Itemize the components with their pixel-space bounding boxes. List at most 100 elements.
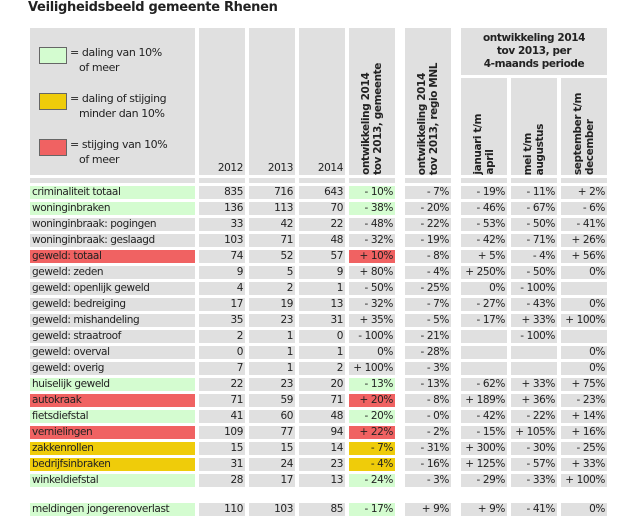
- row-label: geweld: bedreiging: [30, 298, 195, 311]
- header-text: augustus: [534, 123, 546, 175]
- table-row: huiselijk geweld 22 23 20 - 13% - 13% - 62% + 3…: [30, 378, 607, 391]
- header-jan-apr: januari t/m april: [461, 78, 507, 175]
- header-text: ontwikkeling 2014: [360, 72, 372, 175]
- row-label: geweld: openlijk geweld: [30, 282, 195, 295]
- change-jan-apr: + 250%: [461, 266, 507, 279]
- value-2013: 23: [249, 314, 295, 327]
- change-regio: - 8%: [405, 250, 451, 263]
- table-row: woninginbraak: geslaagd 103 71 48 - 32% - 19%…: [30, 234, 607, 247]
- legend-text: = daling van 10% of meer: [70, 45, 162, 75]
- change-jan-apr: + 9%: [461, 503, 507, 516]
- value-2014: 85: [299, 503, 345, 516]
- legend-line: of meer: [79, 61, 120, 74]
- change-jan-apr: + 125%: [461, 458, 507, 471]
- change-mei-aug: - 57%: [511, 458, 557, 471]
- change-jan-apr: 0%: [461, 282, 507, 295]
- row-label: geweld: mishandeling: [30, 314, 195, 327]
- value-2012: 28: [199, 474, 245, 487]
- header-text: mei t/m: [522, 132, 534, 175]
- table-row: zakkenrollen 15 15 14 - 7% - 31% + 300% - 30% - …: [30, 442, 607, 455]
- change-regio: - 22%: [405, 218, 451, 231]
- change-sep-dec: [561, 282, 607, 295]
- change-regio: - 8%: [405, 394, 451, 407]
- value-2013: 113: [249, 202, 295, 215]
- table-row: woninginbraak: pogingen 33 42 22- 48% - 22% -…: [30, 218, 607, 231]
- change-gemeente: + 10%: [349, 250, 395, 263]
- table-row: geweld: totaal 74 52 57 + 10% - 8% + 5% - 4% + 5…: [30, 250, 607, 263]
- value-2013: 24: [249, 458, 295, 471]
- change-sep-dec: + 26%: [561, 234, 607, 247]
- value-2012: 35: [199, 314, 245, 327]
- table-row: geweld: zeden 9 5 9 + 80% - 4% + 250% - 50% 0%: [30, 266, 607, 279]
- row-label: huiselijk geweld: [30, 378, 195, 391]
- table-row: autokraak 71 59 71 + 20% - 8% + 189% + 36% - 23%: [30, 394, 607, 407]
- header-sep-dec: september t/m december: [561, 78, 607, 175]
- row-label: geweld: overval: [30, 346, 195, 359]
- row-label: criminaliteit totaal: [30, 186, 195, 199]
- change-regio: - 0%: [405, 410, 451, 423]
- header-period: ontwikkeling 2014 tov 2013, per 4-maands p…: [461, 28, 607, 75]
- table-row: geweld: mishandeling 35 23 31 + 35% - 5% - 17%…: [30, 314, 607, 327]
- value-2014: 71: [299, 394, 345, 407]
- change-gemeente: - 38%: [349, 202, 395, 215]
- change-gemeente: - 32%: [349, 298, 395, 311]
- change-regio: - 2%: [405, 426, 451, 439]
- table-row: fietsdiefstal 41 60 48 - 20% - 0% - 42% - 22% + …: [30, 410, 607, 423]
- row-label: woninginbraak: pogingen: [30, 218, 195, 231]
- header-2013: 2013: [249, 28, 295, 175]
- change-jan-apr: + 5%: [461, 250, 507, 263]
- table-row: bedrijfsinbraken 31 24 23 - 4% - 16% + 125% - 5…: [30, 458, 607, 471]
- change-regio: - 4%: [405, 266, 451, 279]
- change-mei-aug: - 11%: [511, 186, 557, 199]
- change-sep-dec: + 100%: [561, 474, 607, 487]
- change-sep-dec: - 6%: [561, 202, 607, 215]
- value-2013: 59: [249, 394, 295, 407]
- change-gemeente: + 100%: [349, 362, 395, 375]
- change-jan-apr: - 17%: [461, 314, 507, 327]
- row-label: fietsdiefstal: [30, 410, 195, 423]
- value-2013: 60: [249, 410, 295, 423]
- change-mei-aug: - 50%: [511, 218, 557, 231]
- crime-table: = daling van 10% of meer = daling of stijg…: [26, 25, 611, 519]
- change-mei-aug: [511, 346, 557, 359]
- change-jan-apr: - 53%: [461, 218, 507, 231]
- legend-line: of meer: [79, 153, 120, 166]
- value-2014: 0: [299, 330, 345, 343]
- change-regio: - 21%: [405, 330, 451, 343]
- change-mei-aug: [511, 362, 557, 375]
- legend-text: = daling of stijging minder dan 10%: [70, 91, 167, 121]
- change-gemeente: + 22%: [349, 426, 395, 439]
- value-2012: 9: [199, 266, 245, 279]
- change-mei-aug: - 4%: [511, 250, 557, 263]
- change-mei-aug: + 33%: [511, 314, 557, 327]
- change-mei-aug: + 36%: [511, 394, 557, 407]
- header-text: april: [484, 150, 496, 175]
- change-gemeente: - 48%: [349, 218, 395, 231]
- change-jan-apr: [461, 346, 507, 359]
- value-2014: 70: [299, 202, 345, 215]
- change-mei-aug: - 43%: [511, 298, 557, 311]
- change-sep-dec: + 2%: [561, 186, 607, 199]
- change-mei-aug: - 30%: [511, 442, 557, 455]
- change-mei-aug: - 100%: [511, 282, 557, 295]
- change-jan-apr: - 27%: [461, 298, 507, 311]
- value-2013: 71: [249, 234, 295, 247]
- value-2013: 77: [249, 426, 295, 439]
- change-gemeente: - 32%: [349, 234, 395, 247]
- change-regio: - 19%: [405, 234, 451, 247]
- change-gemeente: - 4%: [349, 458, 395, 471]
- value-2012: 74: [199, 250, 245, 263]
- value-2013: 23: [249, 378, 295, 391]
- change-sep-dec: - 41%: [561, 218, 607, 231]
- row-label: woninginbraken: [30, 202, 195, 215]
- value-2014: 57: [299, 250, 345, 263]
- change-sep-dec: + 75%: [561, 378, 607, 391]
- change-gemeente: - 50%: [349, 282, 395, 295]
- value-2012: 33: [199, 218, 245, 231]
- value-2014: 31: [299, 314, 345, 327]
- value-2013: 15: [249, 442, 295, 455]
- change-gemeente: + 80%: [349, 266, 395, 279]
- value-2012: 835: [199, 186, 245, 199]
- change-regio: - 20%: [405, 202, 451, 215]
- value-2012: 109: [199, 426, 245, 439]
